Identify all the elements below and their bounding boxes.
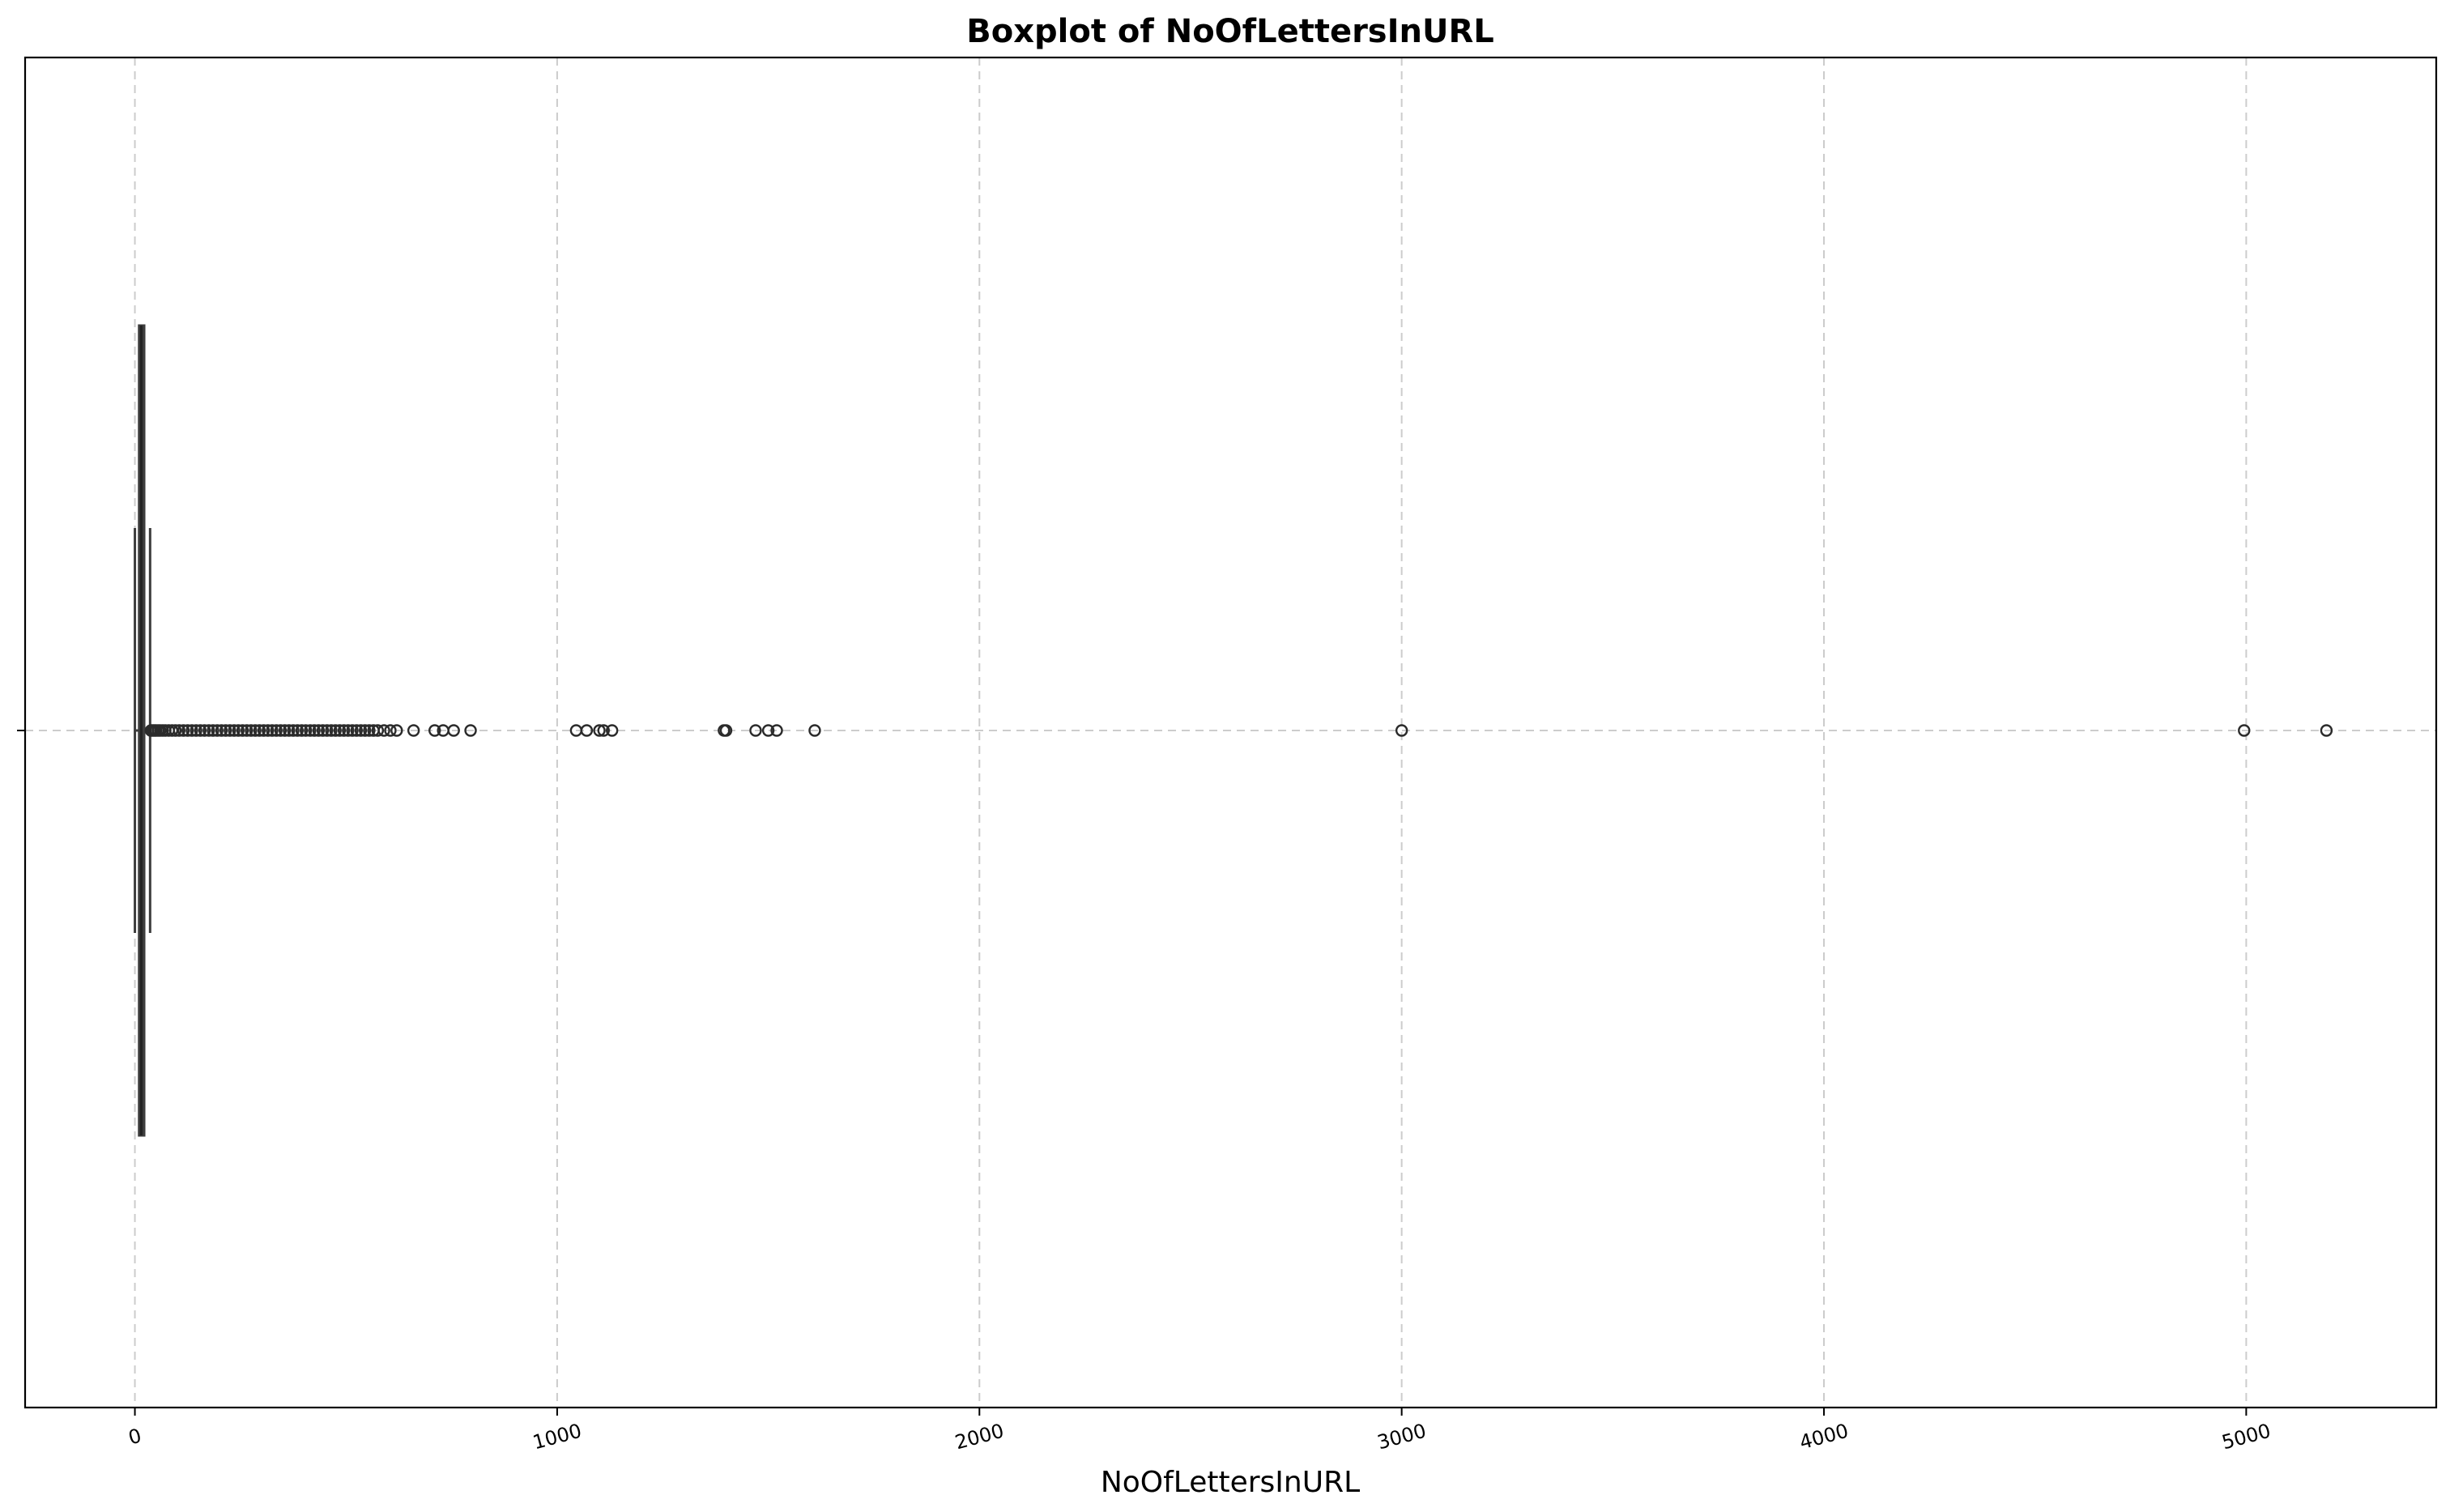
- outlier-point: [274, 724, 288, 737]
- outlier-point: [270, 724, 283, 737]
- outlier-point: [253, 724, 266, 737]
- outlier-point: [1395, 724, 1408, 737]
- outlier-point: [211, 724, 224, 737]
- outlier-point: [761, 724, 775, 737]
- outlier-point: [321, 724, 334, 737]
- outlier-point: [390, 724, 403, 737]
- outlier-point: [749, 724, 762, 737]
- outlier-point: [181, 724, 194, 737]
- outlier-point: [312, 724, 326, 737]
- outlier-point: [300, 724, 313, 737]
- outlier-point: [333, 724, 347, 737]
- outlier-point: [363, 724, 376, 737]
- outlier-point: [241, 724, 254, 737]
- outlier-point: [266, 724, 279, 737]
- outlier-point: [377, 724, 390, 737]
- outlier-point: [194, 724, 207, 737]
- outlier-point: [207, 724, 219, 737]
- outlier-point: [228, 724, 241, 737]
- outlier-point: [168, 724, 182, 737]
- outlier-point: [202, 724, 215, 737]
- outlier-point: [407, 724, 420, 737]
- outlier-point: [354, 724, 368, 737]
- outlier-point: [185, 724, 198, 737]
- outlier-point: [173, 724, 185, 737]
- outlier-point: [384, 724, 397, 737]
- outlier-point: [346, 724, 359, 737]
- box-layer: [134, 324, 151, 1137]
- outlier-point: [295, 724, 309, 737]
- outlier-point: [329, 724, 342, 737]
- outlier-point: [215, 724, 228, 737]
- outlier-point: [283, 724, 296, 737]
- outlier-point: [249, 724, 262, 737]
- outlier-point: [2238, 724, 2251, 737]
- chart-title: Boxplot of NoOfLettersInURL: [966, 13, 1493, 50]
- outlier-point: [198, 724, 211, 737]
- outlier-point: [257, 724, 271, 737]
- outlier-point: [719, 724, 733, 737]
- outlier-point: [605, 724, 619, 737]
- outlier-point: [224, 724, 236, 737]
- outlier-point: [262, 724, 275, 737]
- outlier-point: [177, 724, 190, 737]
- outlier-point: [245, 724, 258, 737]
- plot-area-frame: [23, 56, 2438, 1409]
- outlier-point: [770, 724, 783, 737]
- outlier-point: [350, 724, 363, 737]
- outlier-point: [580, 724, 594, 737]
- outlier-point: [304, 724, 317, 737]
- outlier-point: [190, 724, 202, 737]
- outlier-point: [371, 724, 385, 737]
- outlier-point: [464, 724, 477, 737]
- outlier-point: [342, 724, 355, 737]
- outlier-layer: [144, 724, 2333, 737]
- outlier-point: [2320, 724, 2333, 737]
- outlier-point: [236, 724, 249, 737]
- grid-layer: [25, 57, 2436, 1408]
- outlier-point: [447, 724, 460, 737]
- outlier-point: [597, 724, 610, 737]
- x-axis-label: NoOfLettersInURL: [1101, 1466, 1360, 1499]
- outlier-point: [358, 724, 372, 737]
- outlier-point: [808, 724, 821, 737]
- x-tick-label: 0: [126, 1424, 144, 1449]
- outlier-point: [291, 724, 304, 737]
- outlier-point: [316, 724, 330, 737]
- outlier-point: [428, 724, 441, 737]
- outlier-point: [325, 724, 338, 737]
- outlier-point: [308, 724, 321, 737]
- outlier-point: [337, 724, 351, 737]
- outlier-point: [287, 724, 300, 737]
- outlier-point: [593, 724, 606, 737]
- outlier-point: [278, 724, 292, 737]
- outlier-point: [232, 724, 245, 737]
- outlier-point: [219, 724, 232, 737]
